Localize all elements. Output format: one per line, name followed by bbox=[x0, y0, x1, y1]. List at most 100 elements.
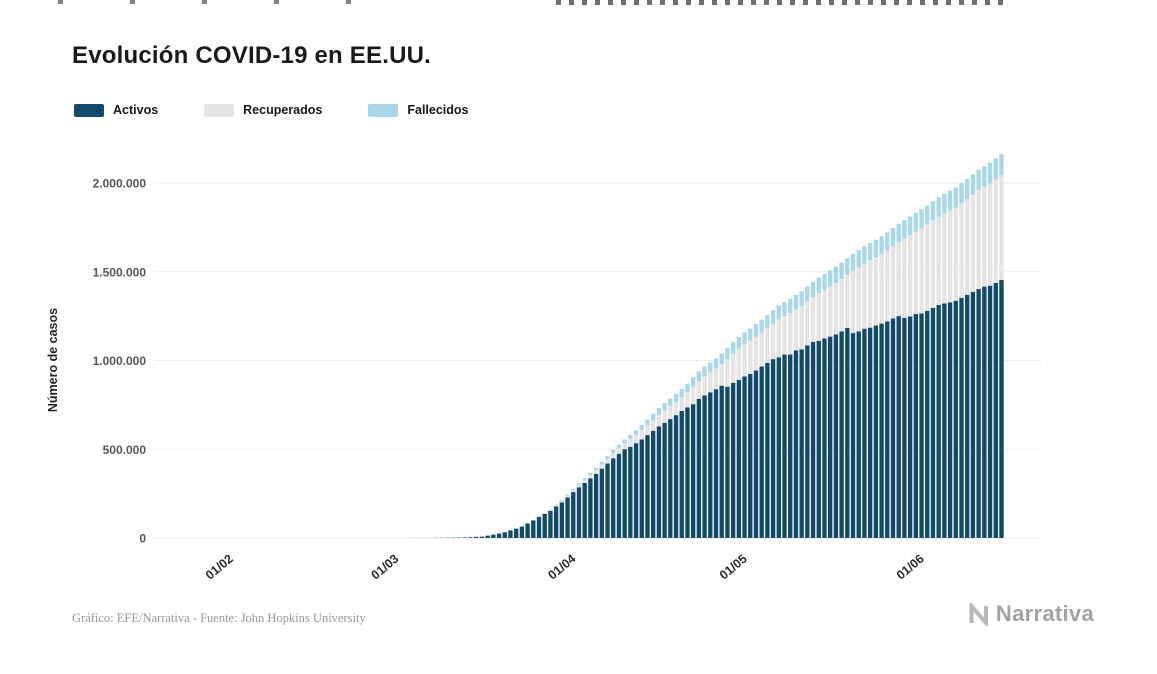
bar-fallecidos bbox=[713, 358, 719, 369]
bar-fallecidos bbox=[605, 456, 610, 460]
bar-fallecidos bbox=[736, 336, 742, 349]
bar-activos bbox=[856, 331, 861, 538]
bar-fallecidos bbox=[559, 500, 565, 501]
bar-fallecidos bbox=[679, 388, 684, 398]
bar-recuperados bbox=[782, 316, 787, 355]
bar-fallecidos bbox=[810, 281, 816, 298]
bar-recuperados bbox=[673, 401, 679, 416]
y-axis-title: Número de casos bbox=[46, 308, 60, 412]
y-tick-label: 1.500.000 bbox=[93, 265, 147, 279]
bar-recuperados bbox=[708, 372, 713, 393]
chart-credit: Gráfico: EFE/Narrativa - Fuente: John Ho… bbox=[72, 611, 366, 625]
bar-fallecidos bbox=[856, 249, 861, 268]
bar-recuperados bbox=[833, 283, 839, 335]
bar-fallecidos bbox=[942, 193, 947, 214]
bar-fallecidos bbox=[748, 328, 753, 341]
bar-activos bbox=[571, 492, 576, 538]
bar-recuperados bbox=[690, 386, 696, 405]
bar-fallecidos bbox=[925, 205, 930, 225]
bar-recuperados bbox=[993, 179, 998, 283]
bar-activos bbox=[565, 497, 570, 538]
bar-activos bbox=[651, 430, 656, 538]
bar-recuperados bbox=[633, 434, 639, 444]
bar-fallecidos bbox=[690, 377, 696, 387]
clipped-content-artifact-right bbox=[556, 0, 1008, 5]
x-tick-label: 01/05 bbox=[717, 552, 750, 583]
bar-recuperados bbox=[936, 216, 941, 305]
bar-activos bbox=[611, 458, 616, 538]
y-tick-label: 0 bbox=[139, 532, 146, 546]
bar-recuperados bbox=[719, 364, 724, 386]
bar-activos bbox=[959, 297, 964, 538]
bar-fallecidos bbox=[730, 342, 736, 354]
bar-fallecidos bbox=[685, 383, 690, 393]
bar-activos bbox=[588, 478, 593, 538]
bar-fallecidos bbox=[999, 154, 1004, 175]
bar-recuperados bbox=[867, 260, 873, 328]
bar-fallecidos bbox=[782, 302, 787, 317]
bar-activos bbox=[999, 280, 1004, 538]
bar-recuperados bbox=[725, 359, 730, 387]
bar-recuperados bbox=[805, 301, 810, 346]
bar-fallecidos bbox=[919, 209, 924, 229]
bar-activos bbox=[862, 328, 867, 538]
bar-fallecidos bbox=[913, 212, 919, 232]
bar-fallecidos bbox=[571, 489, 576, 491]
bar-activos bbox=[919, 313, 924, 538]
bar-recuperados bbox=[616, 448, 622, 454]
bar-fallecidos bbox=[828, 270, 833, 287]
bar-fallecidos bbox=[668, 398, 673, 407]
bar-recuperados bbox=[987, 183, 993, 286]
bar-recuperados bbox=[947, 210, 953, 303]
bar-fallecidos bbox=[982, 166, 987, 187]
bar-recuperados bbox=[810, 297, 816, 342]
bar-fallecidos bbox=[553, 504, 559, 506]
bar-recuperados bbox=[565, 495, 570, 498]
bar-recuperados bbox=[770, 323, 776, 360]
bar-activos bbox=[982, 286, 987, 538]
bar-recuperados bbox=[656, 414, 662, 427]
bar-recuperados bbox=[713, 368, 719, 390]
bar-activos bbox=[753, 370, 759, 538]
bar-activos bbox=[799, 349, 804, 538]
bar-activos bbox=[605, 463, 610, 538]
bar-recuperados bbox=[930, 220, 936, 308]
narrativa-wordmark: Narrativa bbox=[995, 601, 1094, 626]
bar-activos bbox=[639, 439, 644, 538]
bar-fallecidos bbox=[708, 362, 713, 373]
bar-activos bbox=[765, 362, 770, 538]
bar-activos bbox=[656, 426, 662, 538]
bar-activos bbox=[987, 285, 993, 538]
x-tick-label: 01/06 bbox=[894, 552, 927, 583]
bar-activos bbox=[668, 419, 673, 538]
bar-fallecidos bbox=[959, 183, 964, 204]
bar-activos bbox=[839, 331, 844, 538]
bar-fallecidos bbox=[611, 449, 616, 454]
bar-recuperados bbox=[651, 420, 656, 431]
bar-activos bbox=[662, 422, 667, 538]
bar-recuperados bbox=[890, 246, 896, 319]
bar-activos bbox=[628, 446, 633, 538]
bar-activos bbox=[536, 516, 542, 538]
bar-recuperados bbox=[662, 410, 667, 423]
bar-recuperados bbox=[919, 228, 924, 314]
bar-activos bbox=[622, 449, 627, 538]
bar-activos bbox=[593, 473, 599, 538]
bar-fallecidos bbox=[582, 478, 587, 480]
bar-recuperados bbox=[776, 319, 781, 358]
bar-fallecidos bbox=[645, 419, 650, 426]
bar-recuperados bbox=[605, 459, 610, 464]
bar-activos bbox=[719, 385, 724, 538]
bar-recuperados bbox=[679, 397, 684, 411]
bar-activos bbox=[942, 303, 947, 538]
bar-activos bbox=[782, 354, 787, 538]
bar-recuperados bbox=[611, 453, 616, 459]
bar-fallecidos bbox=[862, 246, 867, 264]
bar-recuperados bbox=[685, 392, 690, 408]
bar-activos bbox=[885, 321, 890, 538]
narrativa-logo: Narrativa bbox=[967, 601, 1094, 627]
bar-fallecidos bbox=[696, 371, 702, 382]
bar-activos bbox=[531, 520, 536, 538]
bar-fallecidos bbox=[965, 178, 970, 200]
bar-fallecidos bbox=[719, 353, 724, 365]
